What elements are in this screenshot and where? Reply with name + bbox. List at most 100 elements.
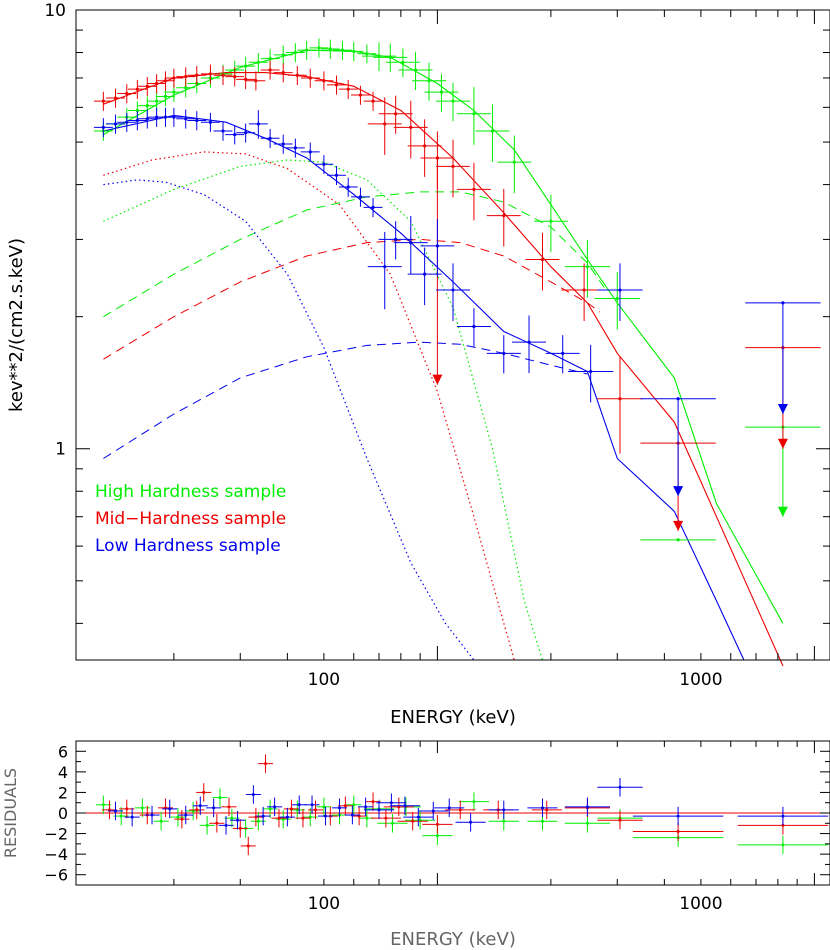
data-point [314,71,334,91]
data-point [248,52,268,73]
residual-point [370,808,401,828]
data-point [117,84,137,104]
residuals-x-axis-label: ENERGY (keV) [390,929,516,950]
residual-point [224,808,240,828]
residual-point [365,792,381,811]
residual-point [737,806,829,826]
data-point [187,65,207,86]
residual-point [307,800,324,820]
data-point [300,142,320,162]
data-point [597,263,643,322]
residual-point [232,819,248,838]
legend-mid-hardness: Mid−Hardness sample [95,509,286,529]
data-point [338,177,358,197]
data-point [213,121,233,141]
model-component-dotted [103,159,544,661]
data-point [351,187,370,207]
data-point [357,44,377,64]
residuals-panel: 100 1000 6 42 0 −2−4 −6 ENERGY (keV) RESIDUALS [1,740,830,950]
data-point [545,335,580,374]
residual-point [178,805,194,825]
data-point [412,62,446,101]
residual-point [162,799,178,819]
residual-point [295,808,311,828]
spectrum-y-axis-label: kev**2/(cm2.s.keV) [6,238,27,412]
residual-point [422,815,453,834]
residual-point [344,805,360,825]
y-tick-label: 10 [44,1,66,21]
data-point [393,215,428,274]
data-point [309,38,329,58]
data-point [273,134,293,154]
residual-point [185,801,201,821]
model-component-dashed [103,341,588,459]
data-point [117,112,137,132]
residual-point [206,798,222,818]
residual-point [124,807,140,827]
residual-point [389,796,420,816]
data-point [436,263,470,322]
legend-low-hardness: Low Hardness sample [95,536,281,556]
data-point [378,221,413,260]
data-point [147,91,167,111]
y-tick-label: −4 [44,845,68,864]
data-point [363,198,383,218]
data-point [260,60,280,80]
model-total-line [103,114,745,661]
residual-point [199,816,215,835]
residual-point [95,795,111,815]
data-point [164,107,184,127]
residual-point [262,799,278,819]
data-point [137,77,157,97]
residual-point [418,801,449,821]
data-point [327,75,346,95]
data-point [164,68,184,88]
data-point [106,88,125,108]
residual-point [358,797,374,817]
data-point [640,538,716,542]
data-point [273,63,293,83]
residual-point [218,816,234,835]
data-point [106,114,125,134]
data-point [297,40,317,60]
residual-point [209,814,225,833]
data-point [285,43,305,63]
residual-point [455,813,486,832]
residual-point [564,797,611,817]
residual-point [337,796,353,816]
data-point [127,79,147,99]
y-tick-label: 1 [55,440,66,460]
residual-point [153,811,169,831]
data-point [344,42,364,62]
residual-point [397,811,428,831]
legend: High Hardness sample Mid−Hardness sample… [95,482,286,556]
data-point [594,271,640,330]
data-point [93,118,113,138]
residual-point [240,836,256,856]
residual-point [245,785,261,804]
data-point [533,194,568,253]
y-tick-label: −2 [44,825,68,844]
model-component-dashed [103,238,601,360]
y-tick-label: 6 [58,742,68,761]
residual-point [597,810,643,830]
legend-high-hardness: High Hardness sample [95,482,286,502]
residual-point [376,793,407,812]
x-tick-label: 100 [308,670,340,690]
residuals-y-axis-label: RESIDUALS [1,768,20,858]
residual-point [192,796,208,816]
data-point [236,123,256,143]
data-point [225,125,245,145]
residual-point [221,797,237,817]
residual-point [291,795,307,815]
residual-point [458,792,490,811]
residual-point [170,807,186,827]
data-point [398,51,433,91]
residual-point [255,806,271,826]
data-point [456,308,491,347]
residual-point [279,807,295,827]
residual-point [144,805,160,825]
residual-point [316,797,332,817]
data-point [187,111,207,131]
residual-point [174,809,190,829]
